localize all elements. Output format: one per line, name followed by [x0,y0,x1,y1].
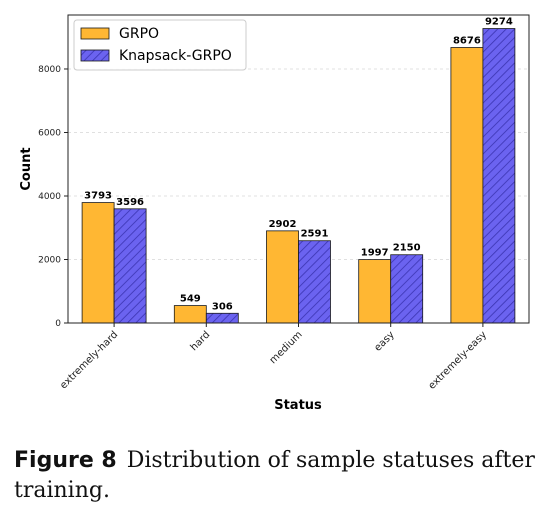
x-axis-ticks: extremely-hard hard medium easy extremely-ea… [58,323,489,392]
x-tick-label: extremely-easy [427,329,489,391]
bar-value-label: 9274 [485,17,513,28]
legend-swatch-grpo [80,27,110,40]
bar-grpo-extremely-hard [81,202,115,324]
y-tick-label: 6000 [38,128,61,138]
bar-grpo-easy [358,259,392,324]
bar-value-label: 2591 [301,229,329,240]
bar-value-label: 3793 [84,191,112,202]
bar-chart: 3793 3596 549 306 2902 2591 1997 2150 8676 9274 0… [19,14,530,413]
x-tick-label: easy [372,329,396,353]
bar-knapsack-grpo-hard [205,312,239,324]
bar-grpo-medium [266,230,299,324]
bars [81,28,516,324]
bar-value-label: 306 [212,301,233,312]
legend-swatch-knapsack-grpo [80,49,110,62]
bar-value-label: 8676 [453,36,481,47]
y-tick-label: 4000 [38,192,61,202]
bar-value-label: 1997 [361,248,389,259]
x-tick-label: medium [268,329,305,366]
y-tick-label: 2000 [38,255,61,265]
bar-grpo-extremely-easy [450,47,484,324]
legend: GRPO Knapsack-GRPO [73,19,247,71]
figure-caption: Figure 8 Distribution of sample statuses … [14,446,544,506]
x-axis-label: Status [274,398,322,413]
bar-value-label: 549 [180,294,201,305]
figure-label: Figure 8 [14,448,117,473]
bar-knapsack-grpo-easy [390,254,424,324]
bar-knapsack-grpo-medium [298,240,331,324]
bar-grpo-hard [173,305,207,324]
y-tick-label: 8000 [38,65,61,75]
legend-box [73,19,247,71]
legend-label-grpo: GRPO [119,26,159,42]
caption-text: Distribution of sample statuses after tr… [14,448,535,503]
legend-label-knapsack-grpo: Knapsack-GRPO [119,48,232,64]
bar-knapsack-grpo-extremely-hard [113,208,147,324]
x-tick-label: extremely-hard [58,329,120,391]
y-tick-label: 0 [55,319,61,329]
bar-value-label: 2150 [393,243,421,254]
bar-knapsack-grpo-extremely-easy [482,28,516,324]
y-axis-ticks: 0 2000 4000 6000 8000 [38,65,68,329]
bar-value-label: 2902 [269,219,297,230]
y-axis-label: Count [19,147,34,190]
bar-value-label: 3596 [116,197,144,208]
x-tick-label: hard [189,329,213,353]
bar-value-labels: 3793 3596 549 306 2902 2591 1997 2150 8676 9274 [84,17,513,313]
